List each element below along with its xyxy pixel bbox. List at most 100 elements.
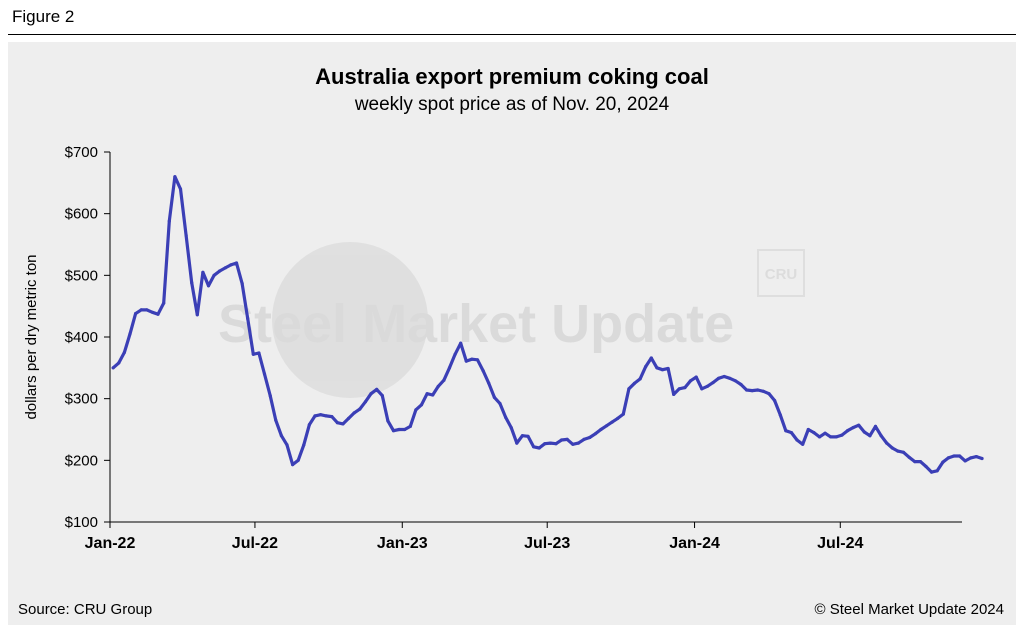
data-point [234, 261, 239, 265]
watermark-badge [757, 249, 805, 297]
data-point [173, 175, 177, 179]
data-point [419, 403, 424, 407]
chart-title: Australia export premium coking coal [315, 64, 709, 89]
copyright-note: © Steel Market Update 2024 [814, 601, 1005, 618]
data-point [386, 419, 390, 423]
data-point [206, 284, 211, 288]
data-point [369, 392, 373, 396]
data-point [801, 442, 805, 446]
data-point [862, 430, 866, 434]
data-point [431, 393, 435, 397]
x-tick-label: Jan-22 [85, 535, 136, 552]
data-point [122, 350, 126, 354]
chart-panel [8, 42, 1016, 625]
data-point [576, 441, 581, 445]
data-point [291, 463, 295, 467]
data-point [487, 381, 491, 385]
data-point [481, 369, 485, 373]
data-point [274, 418, 278, 422]
data-point [520, 434, 525, 438]
data-point [240, 281, 244, 285]
data-point [588, 435, 592, 440]
data-point [262, 372, 267, 376]
x-tick-label: Jul-22 [232, 535, 278, 552]
data-point [845, 429, 850, 433]
data-point [907, 455, 911, 459]
data-point [178, 187, 183, 191]
watermark: Steel Market Update CRU [218, 242, 805, 398]
data-point [829, 435, 833, 439]
data-point [683, 386, 687, 390]
data-point [655, 366, 659, 370]
data-point [251, 352, 255, 356]
data-point [958, 454, 962, 458]
x-tick-label: Jul-23 [524, 535, 570, 552]
data-point [582, 437, 586, 441]
data-point [453, 352, 457, 356]
data-point [812, 431, 816, 435]
data-point [341, 422, 345, 426]
data-point [330, 415, 334, 419]
x-tick-label: Jan-24 [669, 535, 720, 552]
data-point [660, 368, 665, 372]
data-point [145, 308, 149, 312]
data-point [638, 377, 642, 381]
data-point [817, 435, 822, 439]
data-point [700, 387, 704, 391]
data-point [890, 446, 894, 450]
x-axis-ticks: Jan-22 Jul-22 Jan-23 Jul-23 Jan-24 Jul-24 [85, 522, 864, 552]
y-tick-label: $500 [65, 267, 98, 284]
data-point [509, 426, 513, 430]
data-point [806, 427, 810, 432]
data-point [644, 365, 648, 369]
x-tick-label: Jul-24 [817, 535, 863, 552]
data-point [896, 449, 900, 453]
data-point [778, 413, 782, 417]
y-tick-label: $400 [65, 329, 98, 346]
watermark-badge-text: CRU [765, 266, 798, 283]
y-axis-label: dollars per dry metric ton [23, 254, 40, 419]
data-point [784, 429, 788, 433]
data-point [358, 407, 362, 411]
data-point [924, 464, 928, 469]
data-point [773, 398, 777, 403]
data-point [425, 392, 429, 396]
data-point [475, 358, 480, 362]
data-point [246, 316, 250, 321]
data-point [672, 392, 676, 396]
data-point [459, 341, 463, 345]
data-point [728, 376, 732, 380]
data-point [397, 427, 401, 432]
data-point [223, 266, 227, 270]
data-point [974, 455, 979, 459]
header-divider [8, 34, 1016, 35]
data-point [195, 313, 199, 317]
data-point [285, 443, 289, 447]
data-point [946, 456, 951, 460]
data-point [851, 426, 855, 430]
data-point [666, 366, 670, 371]
data-point [117, 361, 121, 365]
series-points [111, 175, 984, 474]
data-point [918, 460, 923, 464]
data-point [447, 366, 452, 370]
y-axis-ticks: $100 $200 $300 $400 $500 $600 $700 [65, 144, 110, 531]
y-tick-label: $600 [65, 206, 98, 223]
data-point [302, 443, 306, 447]
data-point [750, 389, 754, 393]
data-point [554, 442, 558, 446]
data-point [621, 412, 625, 416]
data-point [352, 411, 356, 415]
data-point [537, 446, 541, 450]
data-point [150, 310, 154, 314]
y-tick-label: $700 [65, 144, 98, 161]
watermark-text: Steel Market Update [218, 294, 734, 354]
data-point [593, 432, 597, 436]
data-point [162, 301, 166, 305]
data-point [571, 442, 575, 446]
data-point [560, 438, 564, 442]
data-point [408, 424, 412, 428]
data-point [873, 424, 878, 428]
data-point [599, 427, 603, 432]
data-point [464, 359, 468, 363]
